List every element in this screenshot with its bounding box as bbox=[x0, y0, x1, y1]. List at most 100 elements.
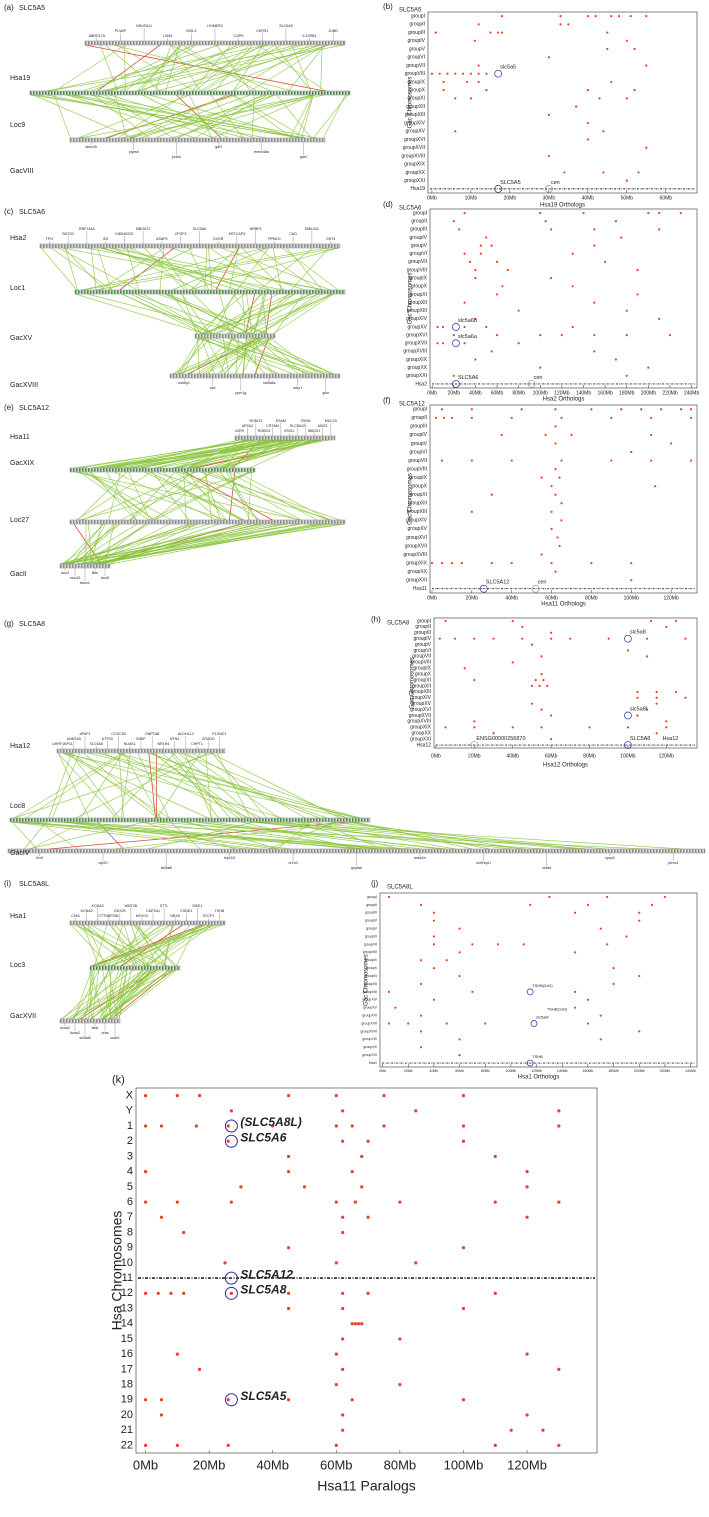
data-point bbox=[436, 325, 439, 329]
ortholog-link bbox=[122, 924, 141, 967]
y-tick-label: groupV bbox=[415, 642, 432, 648]
data-point bbox=[510, 561, 513, 565]
gene-label: CRADD bbox=[202, 737, 215, 741]
ortholog-link bbox=[329, 821, 580, 850]
ortholog-link bbox=[90, 247, 97, 291]
data-point bbox=[554, 493, 557, 496]
ortholog-link bbox=[276, 94, 312, 139]
data-point bbox=[446, 72, 449, 75]
data-point bbox=[442, 89, 445, 92]
data-point bbox=[582, 211, 585, 215]
ortholog-link bbox=[248, 471, 252, 521]
gene-label: SLC5A12 bbox=[290, 424, 305, 428]
ortholog-link bbox=[87, 293, 245, 335]
x-tick-label: 80Mb bbox=[512, 390, 525, 396]
ortholog-link bbox=[188, 247, 209, 291]
data-point bbox=[511, 619, 514, 623]
gene-label: INSL3 bbox=[186, 29, 196, 33]
data-point bbox=[441, 342, 445, 345]
gene-label: ROBO3 bbox=[250, 419, 263, 423]
data-point bbox=[341, 1428, 345, 1432]
ortholog-link bbox=[216, 293, 312, 335]
ortholog-link bbox=[148, 752, 320, 819]
ortholog-link bbox=[272, 293, 334, 335]
y-tick-label: groupXX bbox=[363, 1045, 377, 1049]
data-point bbox=[636, 696, 639, 699]
y-axis-label: Gac Chromosomes bbox=[364, 954, 370, 1006]
ortholog-link bbox=[89, 969, 92, 1020]
y-tick-label: groupIX bbox=[365, 958, 378, 962]
y-tick-label: groupXI bbox=[409, 492, 427, 498]
y-tick-label: 13 bbox=[121, 1302, 133, 1314]
panel-label: (e) bbox=[4, 403, 14, 412]
x-tick-label: 20Mb bbox=[466, 595, 479, 601]
data-point bbox=[665, 726, 668, 729]
ortholog-link bbox=[79, 94, 316, 139]
ortholog-link bbox=[186, 821, 278, 850]
ortholog-link bbox=[274, 44, 312, 92]
data-point bbox=[586, 89, 589, 92]
data-point bbox=[586, 138, 589, 141]
x-tick-label: 220Mb bbox=[662, 390, 678, 396]
ortholog-link bbox=[107, 247, 193, 291]
data-point bbox=[469, 72, 472, 75]
data-point bbox=[334, 1382, 338, 1387]
y-tick-label: groupXII bbox=[408, 501, 427, 507]
ortholog-link bbox=[144, 471, 243, 521]
ortholog-link bbox=[164, 293, 253, 335]
data-point bbox=[434, 416, 438, 419]
y-tick-label: 9 bbox=[127, 1242, 133, 1254]
data-point bbox=[461, 1139, 466, 1143]
data-point bbox=[334, 1200, 338, 1204]
ortholog-link bbox=[177, 337, 265, 375]
gene-label: MUC15 bbox=[325, 419, 337, 423]
ortholog-link bbox=[48, 752, 72, 819]
data-point bbox=[458, 927, 461, 930]
data-point bbox=[432, 967, 436, 970]
data-point bbox=[560, 502, 563, 505]
x-tick-label: 0Mb bbox=[427, 195, 437, 201]
gene-label: kcna2 bbox=[60, 1026, 70, 1030]
ortholog-link bbox=[232, 94, 293, 139]
data-point bbox=[500, 433, 503, 437]
gene-label: FIBIN bbox=[301, 419, 311, 423]
data-point bbox=[229, 1291, 233, 1295]
ortholog-link bbox=[251, 337, 273, 375]
data-point bbox=[645, 655, 649, 658]
ortholog-link bbox=[65, 821, 355, 850]
gene-label: UHRF1BP1L bbox=[52, 742, 73, 746]
ortholog-link bbox=[207, 471, 329, 521]
data-point bbox=[630, 579, 633, 582]
gene-label: ptprsb bbox=[129, 150, 139, 154]
data-point bbox=[571, 285, 574, 288]
x-tick-label: 0Mb bbox=[379, 1069, 386, 1073]
gene-label: CSDE1 bbox=[180, 909, 192, 913]
ortholog-link bbox=[109, 523, 326, 565]
data-point bbox=[143, 1443, 148, 1447]
data-point bbox=[620, 408, 623, 411]
gene-label: PLXNC1 bbox=[212, 732, 226, 736]
gene-label: NR1H4 bbox=[158, 742, 170, 746]
ortholog-link bbox=[117, 752, 262, 819]
annotation-label: slc5a5 bbox=[500, 65, 516, 71]
data-point bbox=[463, 301, 466, 304]
y-tick-label: groupXX bbox=[408, 569, 428, 575]
data-point bbox=[593, 301, 596, 304]
ortholog-link bbox=[80, 752, 123, 819]
data-point bbox=[658, 317, 661, 320]
y-tick-label: 8 bbox=[127, 1226, 133, 1238]
ortholog-link bbox=[212, 439, 306, 469]
track-label: Hsa19 bbox=[10, 75, 30, 82]
y-tick-label: groupXX bbox=[408, 365, 428, 371]
ortholog-link-highlight bbox=[119, 247, 175, 291]
ortholog-link bbox=[100, 44, 345, 92]
ortholog-link bbox=[175, 471, 242, 521]
ortholog-link bbox=[294, 821, 456, 850]
annotation-label: slc5a8l bbox=[536, 1015, 549, 1020]
annotation-label: Hsa12 bbox=[662, 736, 678, 742]
y-tick-label: groupIII bbox=[410, 227, 427, 233]
annotation-label: TSHB bbox=[532, 1054, 543, 1059]
data-point bbox=[546, 684, 549, 688]
y-tick-label: 21 bbox=[121, 1424, 133, 1436]
data-point bbox=[654, 485, 657, 488]
